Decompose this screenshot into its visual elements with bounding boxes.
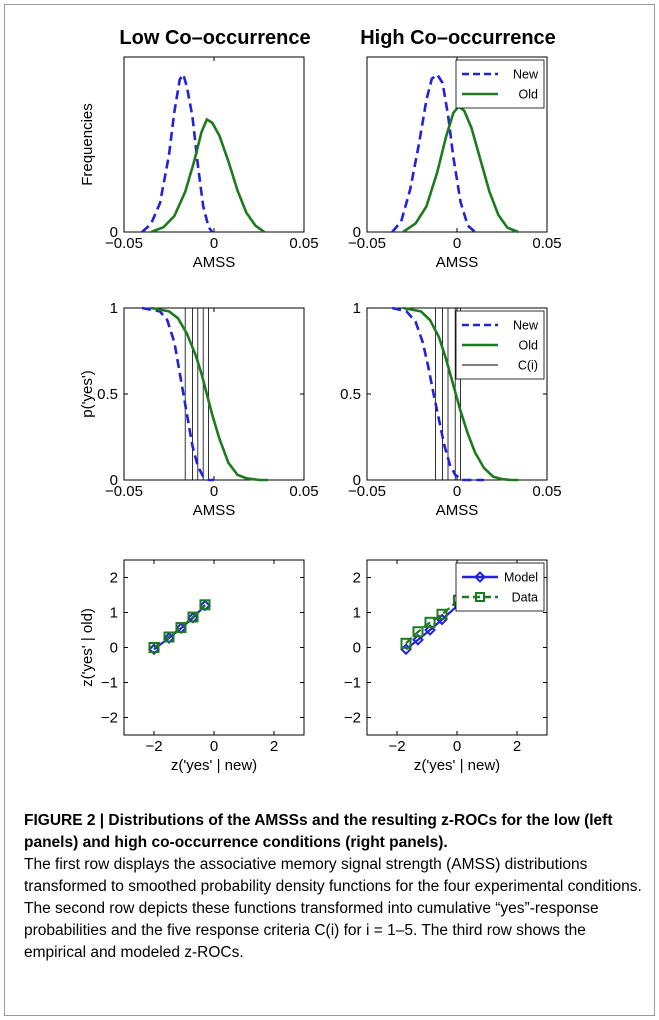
figure-caption: FIGURE 2 | Distributions of the AMSSs an… (24, 810, 644, 964)
y-tick-label: −2 (101, 710, 118, 727)
data-point-diamond (412, 633, 424, 646)
legend-label: Model (504, 571, 538, 585)
x-tick-label: −2 (388, 738, 405, 755)
legend-label: New (513, 319, 539, 333)
x-tick-label: −0.05 (348, 235, 386, 252)
data-point-square (187, 611, 199, 623)
y-tick-label: 1 (353, 605, 361, 622)
axes-box (123, 307, 305, 481)
data-point-square (412, 626, 424, 638)
caption-title: FIGURE 2 | Distributions of the AMSSs an… (24, 812, 613, 851)
data-point-diamond (424, 624, 436, 636)
y-tick-label: 0 (353, 640, 361, 657)
figure-frame (4, 4, 655, 1016)
y-tick-label: −1 (101, 675, 118, 692)
legend-label: New (513, 68, 539, 82)
data-point-square (199, 599, 211, 611)
x-tick-label: 0 (453, 235, 461, 252)
y-tick-label: 0.5 (340, 386, 361, 403)
x-tick-label: 2 (270, 738, 278, 755)
legend-marker (475, 592, 485, 602)
panel-row3-left: −2 0 2 −2 −1 0 1 2 z('yes' | new) z('yes' | old) (79, 559, 305, 774)
x-axis-label: z('yes' | new) (171, 757, 257, 774)
data-point-diamond (148, 643, 160, 656)
y-tick-label: 2 (110, 570, 118, 587)
series-line (391, 72, 476, 233)
caption-body: The first row displays the associative m… (24, 856, 642, 961)
column-title-high: High Co–occurrence (360, 27, 556, 49)
y-tick-label: 0 (110, 640, 118, 657)
legend-label: Old (519, 88, 539, 102)
x-tick-label: −0.05 (105, 483, 143, 500)
x-axis-label: AMSS (193, 254, 236, 271)
axes-box (123, 56, 305, 233)
legend-label: Data (512, 591, 538, 605)
data-point-square (400, 637, 412, 649)
series-line (141, 306, 214, 482)
y-tick-label: 1 (353, 300, 361, 317)
panel-row3-right: −2 0 2 −2 −1 0 1 2 z('yes' | new) Model Data (344, 559, 548, 774)
data-point-square (436, 608, 448, 620)
y-tick-label: 0.5 (97, 386, 118, 403)
data-point-diamond (163, 632, 175, 644)
legend-label: Old (519, 339, 539, 353)
x-tick-label: −0.05 (105, 235, 143, 252)
column-title-low: Low Co–occurrence (119, 27, 310, 49)
x-tick-label: 0.05 (289, 235, 318, 252)
y-tick-label: 0 (353, 472, 361, 489)
legend-box (455, 59, 545, 109)
x-tick-label: 0 (453, 483, 461, 500)
y-tick-label: 2 (353, 570, 361, 587)
y-tick-label: −2 (344, 710, 361, 727)
series-line (391, 306, 484, 482)
y-tick-label: 0 (110, 472, 118, 489)
x-axis-label: z('yes' | new) (414, 757, 500, 774)
series-line (141, 71, 214, 233)
legend-marker (474, 571, 486, 583)
x-tick-label: −0.05 (348, 483, 386, 500)
x-tick-label: 0.05 (289, 483, 318, 500)
series-line (402, 306, 519, 482)
y-axis-label: Frequencies (79, 103, 96, 186)
series-line (150, 117, 266, 234)
data-point-square (148, 642, 160, 653)
figure-panels: Low Co–occurrence High Co–occurrence −0.… (79, 27, 562, 774)
series-line (402, 104, 519, 234)
legend-label: C(i) (518, 359, 538, 373)
x-tick-label: 0 (210, 235, 218, 252)
x-tick-label: 0.05 (532, 235, 561, 252)
data-point-square (163, 631, 175, 643)
x-axis-label: AMSS (436, 502, 479, 519)
y-tick-label: 0 (353, 224, 361, 241)
x-tick-label: 0 (453, 738, 461, 755)
data-point-square (424, 616, 436, 628)
legend-box (455, 562, 545, 612)
y-axis-label: z('yes' | old) (79, 608, 96, 687)
x-tick-label: 0 (210, 483, 218, 500)
x-tick-label: 2 (513, 738, 521, 755)
x-tick-label: 0 (210, 738, 218, 755)
y-tick-label: 1 (110, 605, 118, 622)
x-axis-label: AMSS (193, 502, 236, 519)
data-point-square (175, 622, 187, 634)
series-line (150, 306, 268, 482)
y-tick-label: 1 (110, 300, 118, 317)
x-tick-label: 0.05 (532, 483, 561, 500)
x-tick-label: −2 (145, 738, 162, 755)
y-tick-label: 0 (110, 224, 118, 241)
y-axis-label: p('yes') (79, 370, 96, 417)
y-tick-label: −1 (344, 675, 361, 692)
x-axis-label: AMSS (436, 254, 479, 271)
